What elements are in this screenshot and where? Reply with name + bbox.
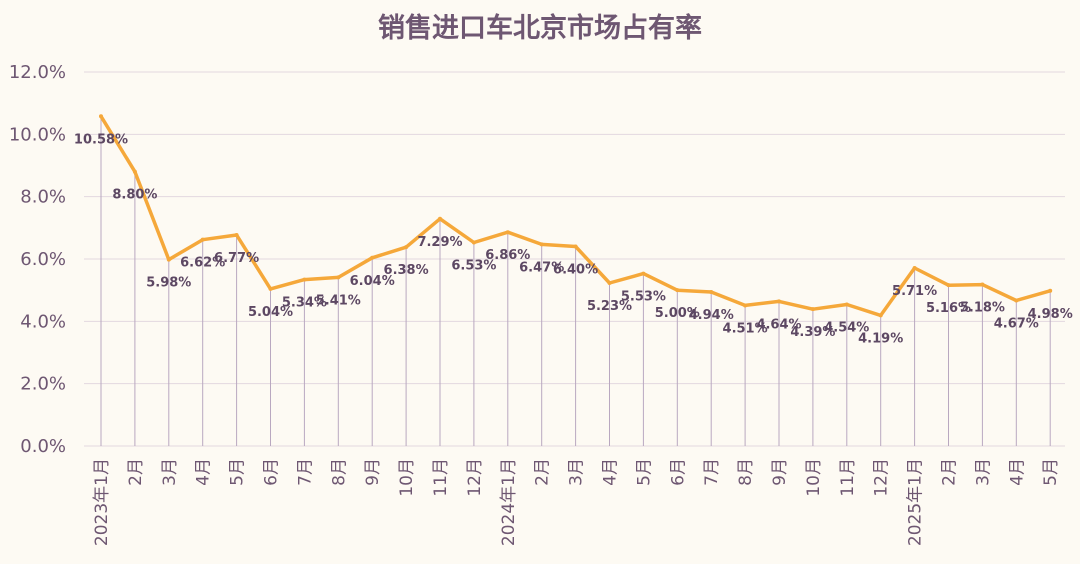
data-point bbox=[912, 266, 917, 271]
y-tick-label: 4.0% bbox=[20, 311, 66, 332]
x-tick-label: 12月 bbox=[465, 458, 485, 497]
data-point bbox=[573, 244, 578, 249]
data-point bbox=[132, 169, 137, 174]
data-label: 4.67% bbox=[994, 316, 1039, 331]
data-label: 8.80% bbox=[112, 188, 157, 203]
x-tick-label: 5月 bbox=[1041, 458, 1061, 486]
data-label: 4.98% bbox=[1028, 307, 1073, 322]
x-tick-label: 7月 bbox=[295, 458, 315, 486]
data-point bbox=[878, 313, 883, 318]
data-point bbox=[471, 240, 476, 245]
data-point bbox=[404, 245, 409, 250]
data-label: 5.71% bbox=[892, 284, 937, 299]
data-point bbox=[980, 282, 985, 287]
data-label: 6.38% bbox=[384, 263, 429, 278]
data-label: 5.34% bbox=[282, 296, 327, 311]
data-label: 6.47% bbox=[519, 260, 564, 275]
x-tick-label: 12月 bbox=[872, 458, 892, 497]
y-tick-label: 8.0% bbox=[20, 187, 66, 208]
x-tick-label: 8月 bbox=[329, 458, 349, 486]
data-label: 4.19% bbox=[858, 331, 903, 346]
x-tick-label: 2月 bbox=[940, 458, 960, 486]
x-tick-label: 9月 bbox=[363, 458, 383, 486]
data-point bbox=[743, 303, 748, 308]
data-label: 4.54% bbox=[824, 321, 869, 336]
data-label: 10.58% bbox=[74, 132, 128, 147]
x-tick-label: 2月 bbox=[533, 458, 553, 486]
data-label: 6.40% bbox=[553, 263, 598, 278]
data-label: 5.23% bbox=[587, 299, 632, 314]
x-tick-label: 5月 bbox=[228, 458, 248, 486]
data-label: 5.53% bbox=[621, 290, 666, 305]
x-tick-label: 9月 bbox=[770, 458, 790, 486]
x-tick-label: 7月 bbox=[702, 458, 722, 486]
data-label: 5.00% bbox=[655, 306, 700, 321]
data-point bbox=[234, 233, 239, 238]
data-point bbox=[200, 237, 205, 242]
data-point bbox=[539, 242, 544, 247]
data-point bbox=[844, 302, 849, 307]
data-label: 6.86% bbox=[485, 248, 530, 263]
x-tick-label: 8月 bbox=[736, 458, 756, 486]
data-label: 5.18% bbox=[960, 301, 1005, 316]
data-label: 4.51% bbox=[723, 321, 768, 336]
data-label: 6.62% bbox=[180, 256, 225, 271]
y-tick-label: 6.0% bbox=[20, 249, 66, 270]
x-tick-label: 10月 bbox=[397, 458, 417, 497]
x-tick-label: 3月 bbox=[973, 458, 993, 486]
data-label: 5.16% bbox=[926, 301, 971, 316]
x-tick-label: 5月 bbox=[634, 458, 654, 486]
data-point bbox=[709, 290, 714, 295]
data-point bbox=[438, 216, 442, 221]
data-point bbox=[302, 277, 307, 282]
x-tick-label: 3月 bbox=[160, 458, 180, 486]
y-tick-label: 2.0% bbox=[20, 374, 66, 395]
data-point bbox=[810, 307, 815, 312]
data-label: 5.41% bbox=[316, 293, 361, 308]
x-tick-label: 4月 bbox=[1007, 458, 1027, 486]
data-label: 5.04% bbox=[248, 305, 293, 320]
data-point bbox=[946, 283, 951, 288]
data-label: 6.53% bbox=[451, 258, 496, 273]
data-point bbox=[1014, 298, 1019, 303]
x-tick-label: 2024年1月 bbox=[499, 458, 519, 546]
data-point bbox=[336, 275, 341, 280]
data-point bbox=[99, 114, 103, 119]
data-label: 7.29% bbox=[417, 235, 462, 250]
chart-title: 销售进口车北京市场占有率 bbox=[378, 13, 702, 44]
data-label: 4.94% bbox=[689, 308, 734, 323]
data-point bbox=[505, 230, 510, 235]
data-point bbox=[675, 288, 680, 293]
x-tick-label: 11月 bbox=[838, 458, 858, 497]
y-tick-label: 0.0% bbox=[20, 436, 66, 457]
data-point bbox=[268, 286, 273, 291]
data-point bbox=[1048, 288, 1053, 293]
x-tick-label: 6月 bbox=[668, 458, 688, 486]
data-label: 6.04% bbox=[350, 274, 395, 289]
y-tick-label: 12.0% bbox=[9, 62, 66, 83]
x-tick-label: 2023年1月 bbox=[92, 458, 112, 546]
data-point bbox=[166, 257, 171, 262]
data-label: 6.77% bbox=[214, 251, 259, 266]
x-tick-label: 6月 bbox=[262, 458, 282, 486]
data-point bbox=[607, 280, 612, 285]
x-tick-label: 2月 bbox=[126, 458, 146, 486]
data-point bbox=[370, 255, 375, 260]
data-label: 4.39% bbox=[790, 325, 835, 340]
data-label: 4.64% bbox=[756, 317, 801, 332]
x-tick-label: 4月 bbox=[601, 458, 621, 486]
data-point bbox=[641, 271, 646, 276]
x-tick-label: 10月 bbox=[804, 458, 824, 497]
x-tick-label: 4月 bbox=[194, 458, 214, 486]
x-tick-label: 11月 bbox=[431, 458, 451, 497]
x-tick-label: 3月 bbox=[567, 458, 587, 486]
data-label: 5.98% bbox=[146, 276, 191, 291]
y-tick-label: 10.0% bbox=[9, 124, 66, 145]
x-tick-label: 2025年1月 bbox=[906, 458, 926, 546]
data-point bbox=[777, 299, 781, 304]
